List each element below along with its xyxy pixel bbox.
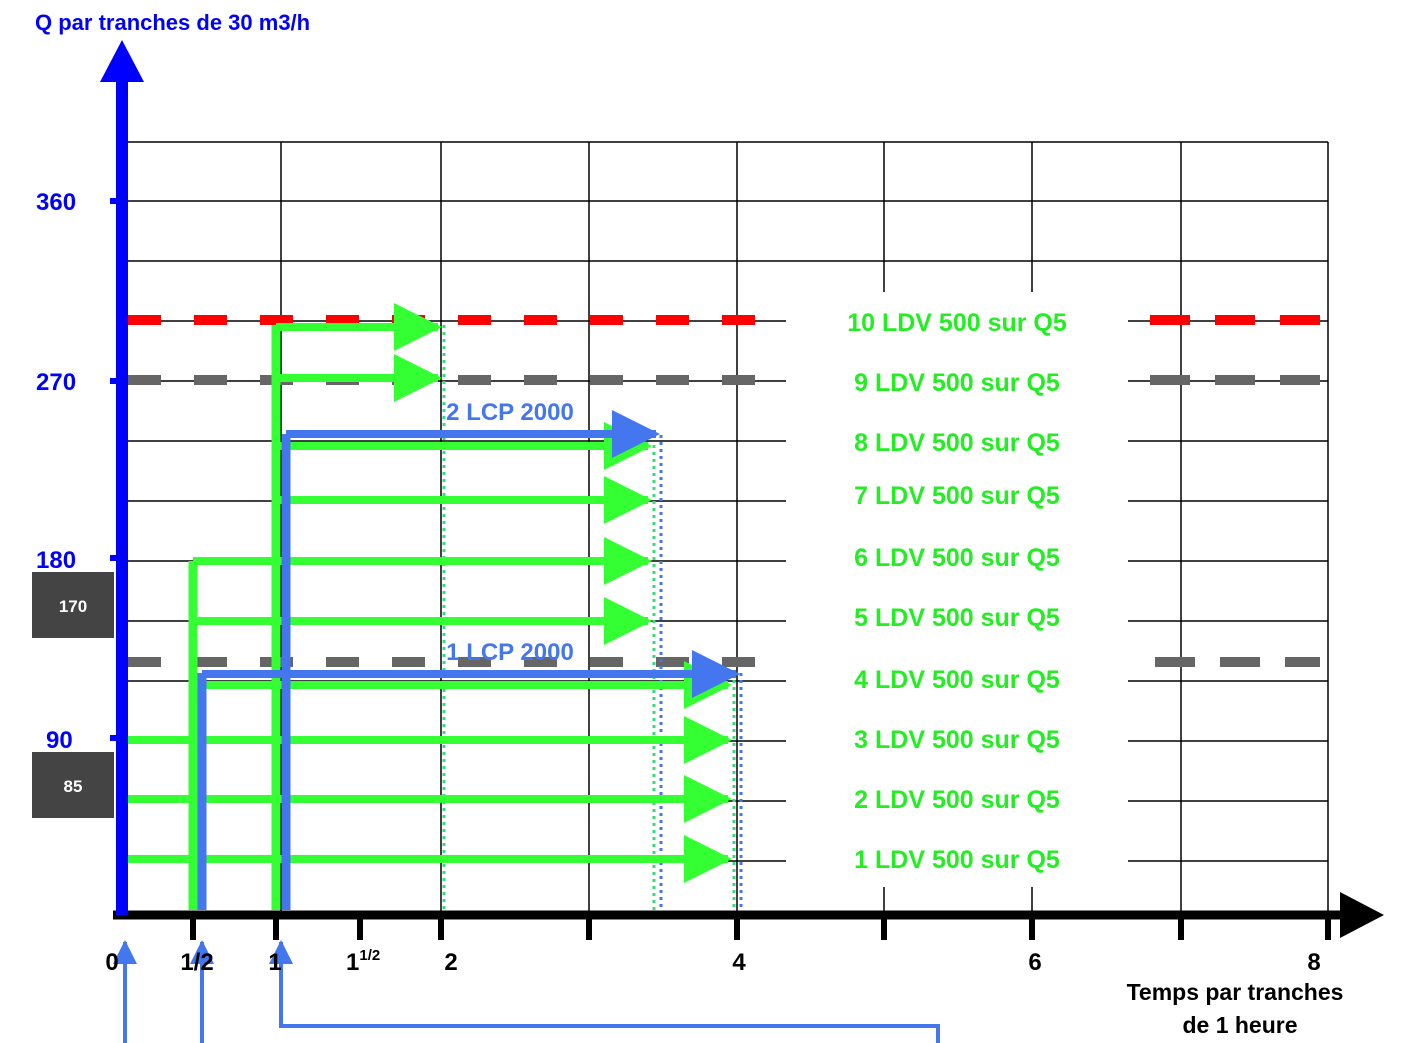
- row-label: 7 LDV 500 sur Q5: [854, 482, 1060, 510]
- row-label: 9 LDV 500 sur Q5: [854, 369, 1060, 397]
- x-tick-label: 4: [732, 949, 746, 976]
- x-tick-label: 6: [1028, 949, 1041, 976]
- x-tick-one-half-sup: 1/2: [359, 947, 380, 964]
- y-tick-label: 180: [36, 547, 76, 574]
- x-axis-title-line1: Temps par tranches: [1127, 979, 1344, 1005]
- row-label: 4 LDV 500 sur Q5: [854, 666, 1060, 694]
- x-axis: [113, 892, 1384, 940]
- row-label: 5 LDV 500 sur Q5: [854, 604, 1060, 632]
- lcp-label: 1 LCP 2000: [446, 639, 574, 666]
- green-arrows: [128, 303, 732, 910]
- row-label: 2 LDV 500 sur Q5: [854, 786, 1060, 814]
- value-box-label: 85: [64, 777, 83, 796]
- value-box: [32, 572, 114, 638]
- x-tick-label: 1/2: [180, 949, 213, 976]
- x-tick-label-one-half: 11/2: [346, 947, 380, 976]
- x-tick-label: 8: [1307, 949, 1320, 976]
- x-tick-one-half-base: 1: [346, 949, 359, 976]
- lcp-label: 2 LCP 2000: [446, 399, 574, 426]
- row-label: 10 LDV 500 sur Q5: [847, 309, 1067, 337]
- row-label: 1 LDV 500 sur Q5: [854, 846, 1060, 874]
- row-labels: 10 LDV 500 sur Q5 9 LDV 500 sur Q5 8 LDV…: [847, 309, 1067, 874]
- x-tick-label: 0: [105, 949, 118, 976]
- x-tick-label: 2: [444, 949, 457, 976]
- y-axis-title: Q par tranches de 30 m3/h: [35, 10, 310, 35]
- bottom-pointers: [113, 940, 940, 1043]
- row-label: 8 LDV 500 sur Q5: [854, 429, 1060, 457]
- label-panel: [786, 292, 1128, 887]
- y-tick-label: 270: [36, 369, 76, 396]
- row-label: 6 LDV 500 sur Q5: [854, 544, 1060, 572]
- y-tick-label: 90: [46, 727, 73, 754]
- y-tick-label: 360: [36, 189, 76, 216]
- x-tick-label: 1: [268, 949, 281, 976]
- lcp-arrows: [197, 410, 740, 910]
- threshold-lines: [128, 315, 1320, 667]
- value-box: [32, 752, 114, 818]
- value-box-label: 170: [59, 597, 87, 616]
- x-axis-title-line2: de 1 heure: [1182, 1012, 1297, 1038]
- row-label: 3 LDV 500 sur Q5: [854, 726, 1060, 754]
- y-axis: [100, 40, 144, 915]
